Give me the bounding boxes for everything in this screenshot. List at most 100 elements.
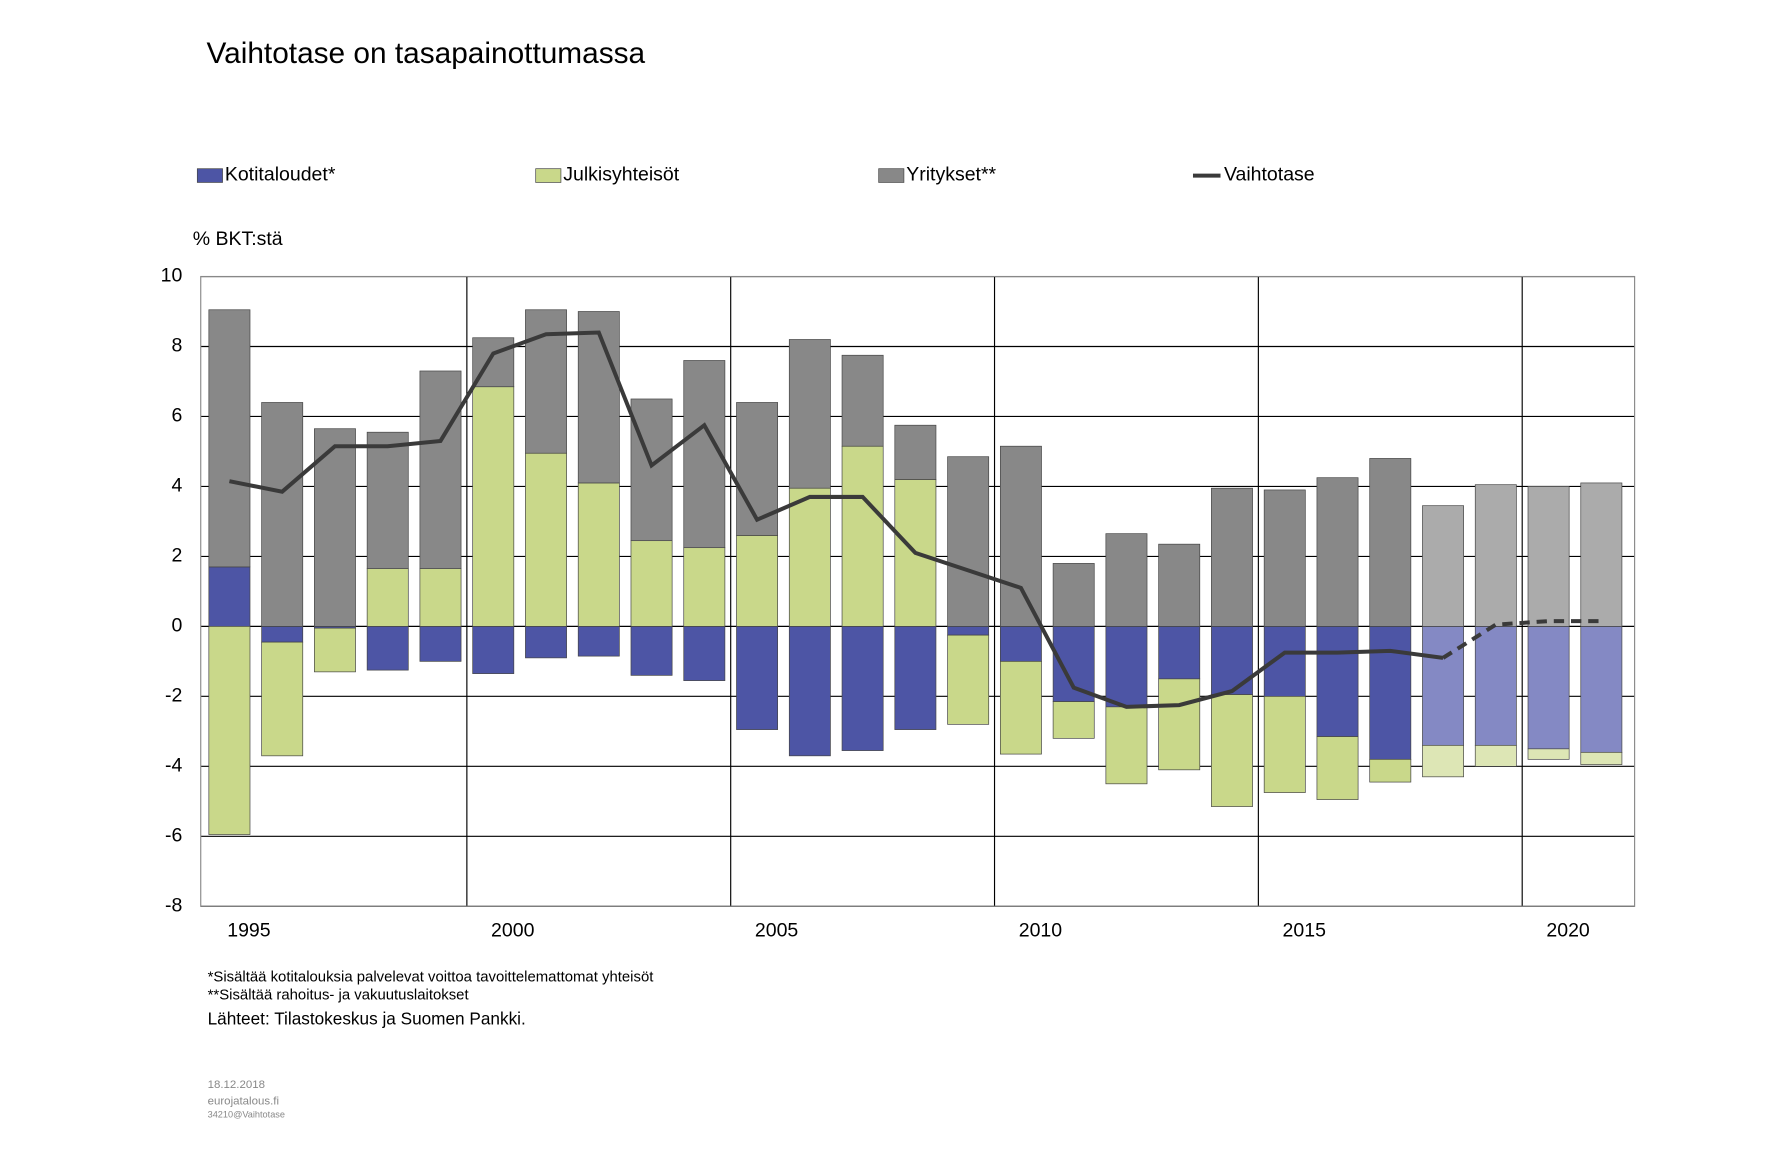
bar-segment [1158,543,1201,627]
bar-segment [630,626,673,676]
x-tick-label: 2020 [1546,920,1590,942]
bar-segment [577,626,620,657]
bar-segment [1422,626,1464,746]
bar-segment [736,535,779,627]
x-tick-label: 2015 [1283,920,1327,942]
legend-label: Kotitaloudet* [225,164,336,186]
bar-segment [999,445,1042,627]
bar-segment [1422,744,1464,778]
bar-segment [208,309,251,568]
bar-segment [208,626,251,835]
bar-segment [894,626,937,730]
y-tick-label: 6 [172,405,183,427]
legend-swatch [535,168,562,183]
x-tick-label: 2005 [755,920,799,942]
y-tick-label: -4 [165,754,182,776]
bar-segment [1316,477,1359,627]
bar-segment [366,626,409,671]
bar-segment [314,627,356,673]
y-tick-label: -2 [165,685,182,707]
source: Lähteet: Tilastokeskus ja Suomen Pankki. [208,1008,526,1028]
bar-segment [1474,744,1517,767]
legend-label: Vaihtotase [1224,164,1315,186]
bar-segment [841,445,884,627]
note: *Sisältää kotitalouksia palvelevat voitt… [208,969,655,985]
bar-segment [366,431,409,570]
bar-segment [419,626,462,662]
bar-segment [525,626,567,659]
bar-segment [261,641,304,757]
bar-segment [947,626,990,636]
footer-site: eurojatalous.fi [208,1095,279,1107]
y-tick-label: 8 [172,335,183,357]
bar-segment [894,424,937,480]
bar-segment [683,626,726,681]
y-tick-label: 0 [172,615,183,637]
footer-date: 18.12.2018 [208,1079,265,1091]
bar-segment [525,452,567,627]
bar-segment [1369,626,1412,760]
line-series [229,330,1444,709]
bar-segment [1211,626,1253,695]
bar-segment [1316,736,1359,800]
plot-border [200,275,1636,907]
bar-segment [630,540,673,627]
bar-segment [1105,626,1148,708]
bar-segment [999,626,1042,662]
footer-id: 34210@Vaihtotase [208,1109,285,1119]
y-axis-label: % BKT:stä [193,228,283,250]
chart-title: Vaihtotase on tasapainottumassa [206,37,645,70]
bar-segment [1422,505,1464,627]
bar-segment [1263,489,1306,627]
bar-segment [999,661,1042,755]
bar-segment [577,482,620,627]
legend-label: Yritykset** [906,164,996,186]
bar-segment [1474,626,1517,746]
legend-label: Julkisyhteisöt [563,164,680,186]
bar-segment [736,626,779,730]
bar-segment [947,634,990,725]
legend-swatch [878,168,905,183]
y-tick-label: -8 [165,894,182,916]
bar-segment [1211,694,1253,807]
x-tick-label: 2010 [1019,920,1063,942]
bar-segment [947,456,990,627]
bar-segment [630,398,673,542]
bar-segment [1527,486,1570,627]
bar-segment [683,360,726,549]
bar-segment [366,568,409,627]
bar-segment [788,339,831,489]
bar-segment [1105,533,1148,627]
bar-segment [472,626,515,674]
bar-segment [261,402,304,627]
bar-segment [472,386,515,627]
bar-segment [577,311,620,484]
line-series [1441,619,1602,660]
bar-segment [1105,706,1148,785]
note: **Sisältää rahoitus- ja vakuutuslaitokse… [208,988,470,1004]
bar-segment [788,487,831,627]
bar-segment [1211,487,1253,627]
legend-swatch [196,168,223,183]
y-tick-label: 10 [161,265,183,287]
bar-segment [1369,758,1412,783]
bar-segment [1580,626,1623,753]
bar-segment [1527,748,1570,760]
bar-segment [683,547,726,627]
bar-segment [788,626,831,757]
y-tick-label: 2 [172,545,183,567]
bar-segment [1527,626,1570,750]
bar-segment [841,626,884,751]
y-tick-label: -6 [165,824,182,846]
x-tick-label: 2000 [491,920,535,942]
y-tick-label: 4 [172,475,183,497]
bar-segment [1369,458,1412,627]
bar-segment [1052,701,1095,739]
bar-segment [419,370,462,570]
bar-segment [261,626,304,643]
x-tick-label: 1995 [227,920,271,942]
bar-segment [1263,696,1306,793]
bar-segment [419,568,462,627]
